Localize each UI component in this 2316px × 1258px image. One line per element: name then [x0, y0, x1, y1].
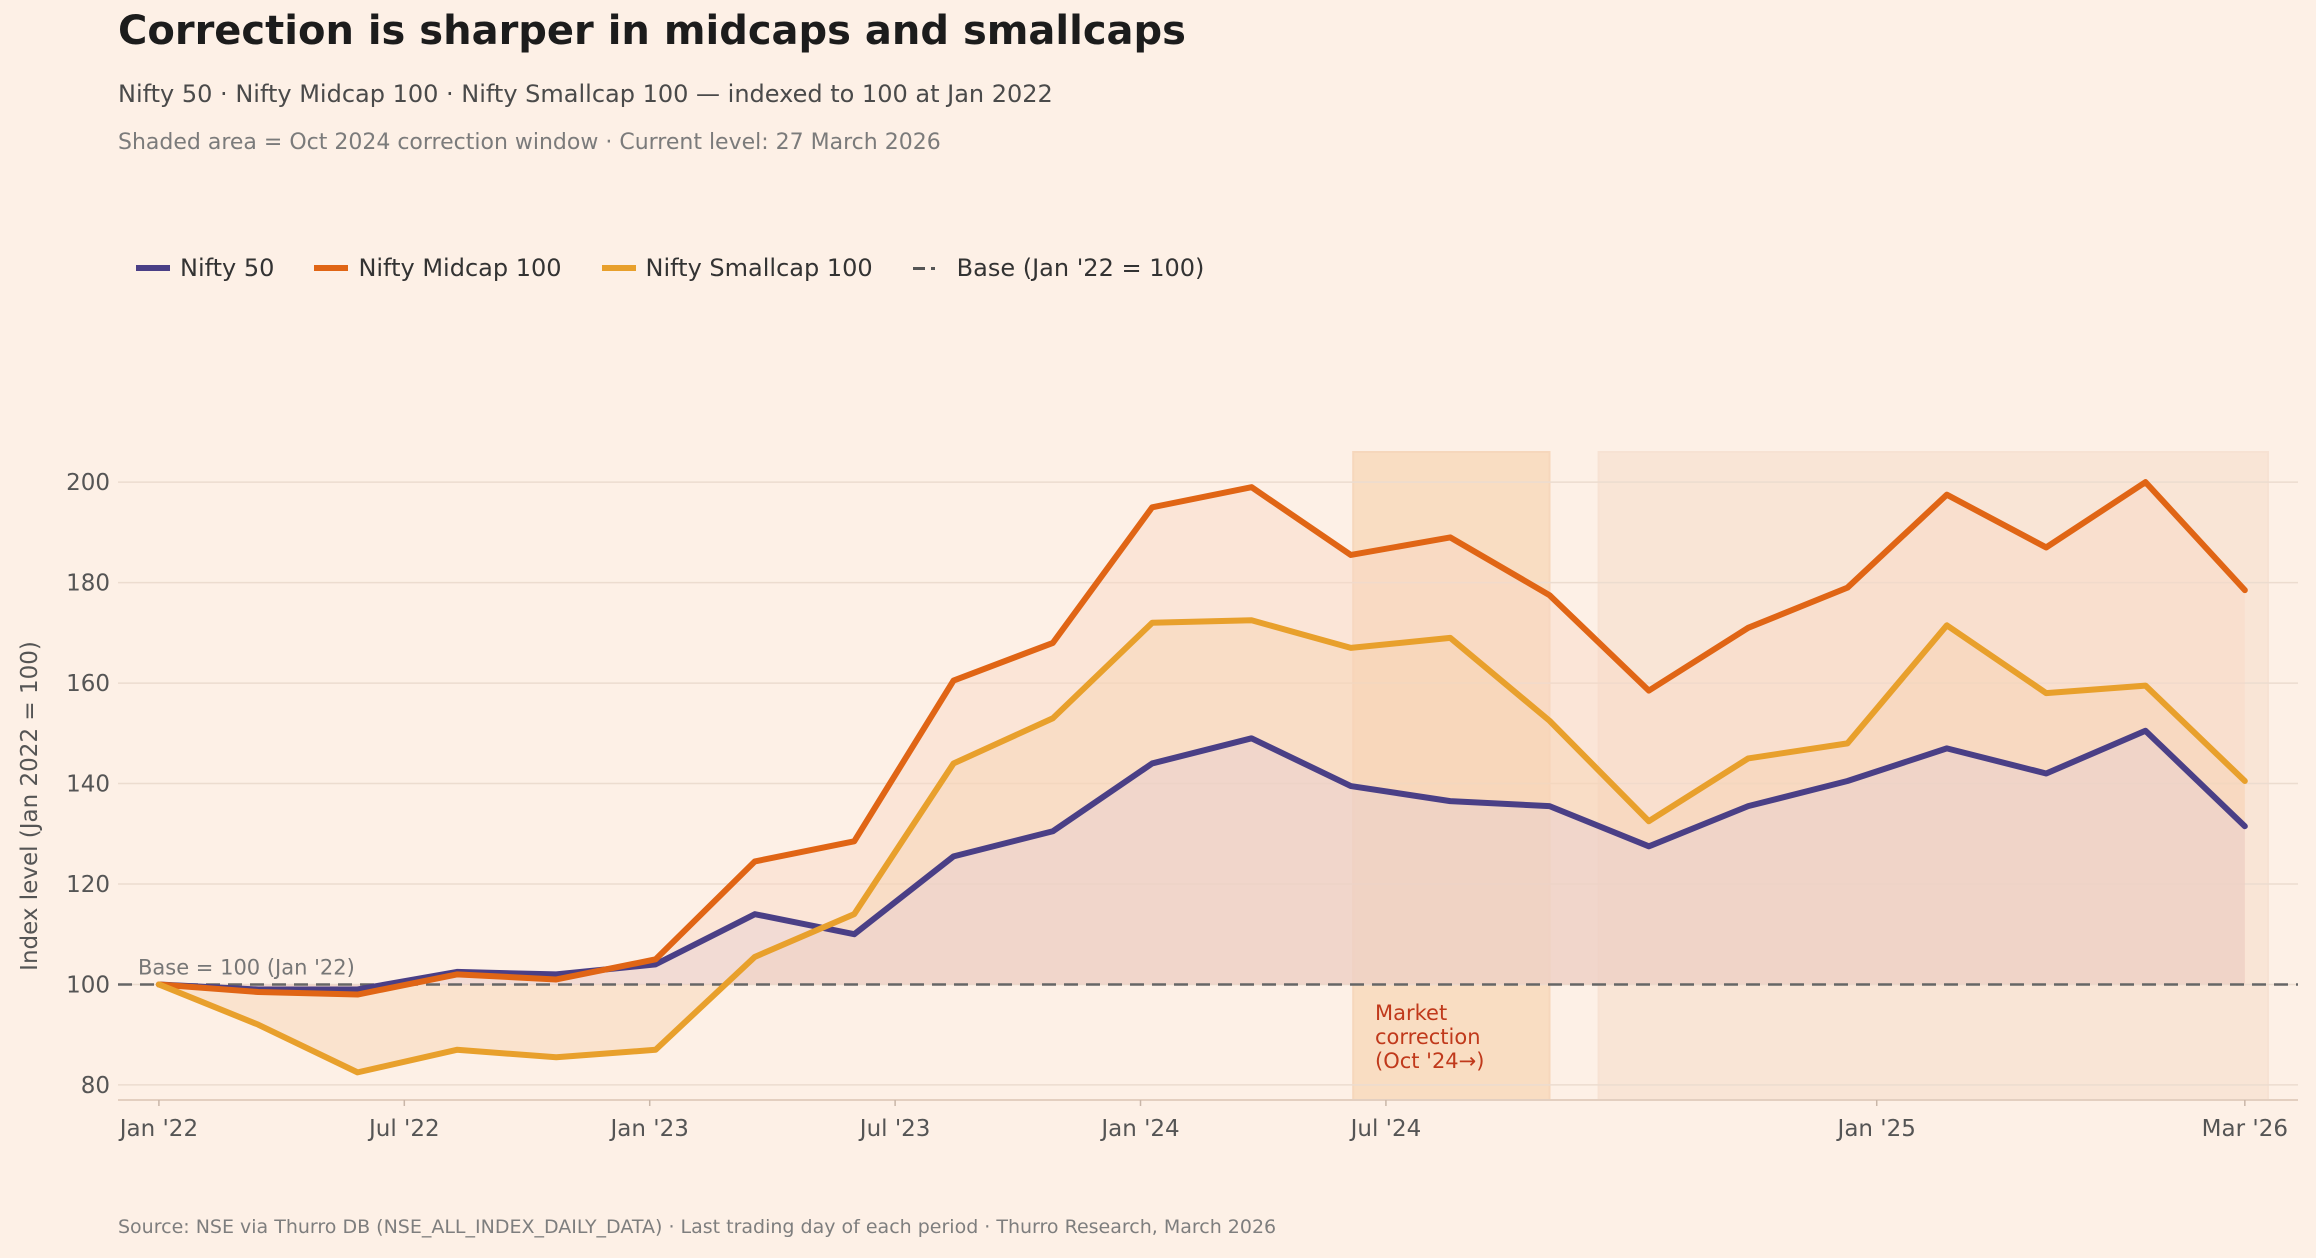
legend-item-nifty50: Nifty 50 — [136, 254, 274, 282]
legend-item-base: Base (Jan '22 = 100) — [912, 254, 1205, 282]
y-tick-label: 80 — [81, 1073, 110, 1099]
x-tick-label: Jul '22 — [367, 1116, 440, 1142]
series-smallcap — [155, 617, 2248, 1076]
x-tick-label: Jul '23 — [858, 1116, 931, 1142]
y-tick-label: 180 — [66, 571, 110, 597]
legend-item-smallcap: Nifty Smallcap 100 — [601, 254, 873, 282]
y-tick-label: 140 — [66, 772, 110, 798]
legend-swatch-smallcap — [601, 265, 636, 271]
legend-swatch-midcap — [314, 265, 349, 271]
chart-legend: Nifty 50 Nifty Midcap 100 Nifty Smallcap… — [136, 254, 1204, 282]
shaded-region-1 — [1352, 451, 1551, 1101]
legend-swatch-nifty50 — [136, 265, 170, 271]
x-tick-label: Jul '24 — [1349, 1116, 1422, 1142]
y-axis-label: Index level (Jan 2022 = 100) — [17, 641, 43, 971]
area-fill-midcap — [158, 482, 2245, 995]
y-tick-label: 120 — [66, 872, 110, 898]
series-line-smallcap — [155, 617, 2248, 1076]
x-tick-label: Jan '25 — [1836, 1116, 1916, 1142]
annotation-line-1: Market — [1375, 1001, 1447, 1025]
base-label: Base = 100 (Jan '22) — [138, 955, 355, 979]
x-tick-label: Jan '22 — [118, 1116, 198, 1142]
x-tick-label: Mar '26 — [2202, 1116, 2288, 1142]
source-note: Source: NSE via Thurro DB (NSE_ALL_INDEX… — [118, 1216, 1277, 1238]
annotation-line-2: correction — [1375, 1025, 1481, 1049]
series-line-midcap — [155, 479, 2248, 998]
chart-title: Correction is sharper in midcaps and sma… — [118, 8, 1186, 54]
y-tick-label: 200 — [66, 470, 110, 496]
legend-label-nifty50: Nifty 50 — [180, 254, 275, 282]
area-fill-nifty50 — [158, 730, 2245, 990]
x-tick-label: Jan '24 — [1099, 1116, 1179, 1142]
y-tick-label: 100 — [66, 972, 110, 998]
legend-label-smallcap: Nifty Smallcap 100 — [645, 254, 873, 282]
x-tick-label: Jan '23 — [609, 1116, 689, 1142]
series-line-nifty50 — [155, 727, 2248, 993]
legend-label-base: Base (Jan '22 = 100) — [956, 254, 1205, 282]
chart-subtitle: Nifty 50 · Nifty Midcap 100 · Nifty Smal… — [118, 80, 1053, 108]
legend-item-midcap: Nifty Midcap 100 — [314, 254, 562, 282]
chart-note: Shaded area = Oct 2024 correction window… — [118, 130, 941, 155]
series-midcap — [155, 479, 2248, 998]
y-tick-label: 160 — [66, 671, 110, 697]
legend-label-midcap: Nifty Midcap 100 — [358, 254, 562, 282]
annotation-line-3: (Oct '24→) — [1375, 1049, 1484, 1073]
shaded-region-2 — [1597, 451, 2269, 1101]
area-fill-smallcap — [158, 620, 2245, 1073]
legend-swatch-base — [912, 266, 947, 270]
